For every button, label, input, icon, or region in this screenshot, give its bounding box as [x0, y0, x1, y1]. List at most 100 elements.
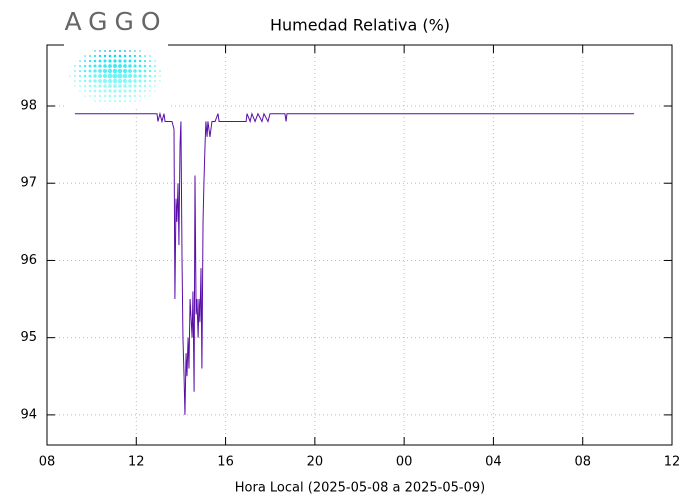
logo-dot	[133, 79, 137, 83]
logo-dot	[89, 95, 91, 97]
logo-dot	[88, 64, 92, 68]
plot-frame	[46, 44, 673, 446]
logo-dot	[114, 100, 116, 102]
logo-dot	[93, 54, 97, 58]
logo-dot	[98, 54, 102, 58]
logo-dot	[93, 74, 97, 78]
logo-dot	[93, 64, 97, 68]
logo-dot	[119, 50, 121, 52]
logo-dot	[113, 89, 117, 93]
logo-dot	[159, 80, 161, 82]
logo-dot	[143, 59, 147, 63]
logo-dot	[128, 79, 132, 83]
logo-dot	[79, 60, 81, 62]
logo-dot	[133, 54, 137, 58]
logo-dot	[84, 60, 86, 62]
logo-dot	[98, 79, 102, 83]
logo-dot	[113, 84, 117, 88]
logo-dot	[78, 79, 82, 83]
logo-dot	[83, 69, 87, 73]
logo-dot	[98, 74, 102, 78]
logo-dot	[109, 50, 111, 52]
logo-dot	[93, 84, 97, 88]
logo-dot	[112, 78, 118, 84]
logo-dot	[104, 50, 106, 52]
logo-dot	[79, 65, 81, 67]
logo-dot	[98, 89, 102, 93]
logo-dot	[107, 68, 113, 74]
logo-dot	[123, 54, 127, 58]
logo-dot	[117, 68, 123, 74]
logo-dot	[154, 90, 156, 92]
logo-dot	[108, 84, 112, 88]
logo-dot	[104, 100, 106, 102]
logo-dot	[144, 95, 146, 97]
logo-dot	[123, 89, 127, 93]
logo-dot	[133, 94, 137, 98]
logo-dot	[78, 69, 82, 73]
logo-dot	[118, 54, 122, 58]
logo-dot	[143, 69, 147, 73]
y-tick-label: 94	[20, 407, 37, 422]
logo-dot	[123, 94, 127, 98]
logo-dot	[149, 95, 151, 97]
logo-dot	[114, 50, 116, 52]
logo-dot	[79, 90, 81, 92]
logo-dot	[128, 54, 132, 58]
logo-dot	[143, 64, 147, 68]
logo-dot	[103, 54, 107, 58]
x-tick-label: 00	[396, 455, 413, 470]
logo-dot	[139, 100, 141, 102]
logo-dot	[88, 84, 92, 88]
logo-dot	[79, 85, 81, 87]
logo-dot	[122, 73, 128, 79]
logo-dot	[103, 84, 107, 88]
data-line	[74, 111, 635, 415]
logo-dot	[138, 84, 142, 88]
x-tick-label: 08	[574, 455, 591, 470]
logo-dot	[123, 59, 127, 63]
logo-dot	[107, 78, 113, 84]
logo-dot	[88, 74, 92, 78]
logo-dot	[89, 55, 91, 57]
logo-dot	[74, 80, 76, 82]
logo-dot	[103, 59, 107, 63]
logo-dot	[83, 84, 87, 88]
logo-dot	[69, 75, 71, 77]
logo-dot	[154, 60, 156, 62]
logo-dot	[159, 75, 161, 77]
logo-dot	[133, 69, 137, 73]
logo-dot	[113, 59, 117, 63]
logo-dot	[154, 65, 156, 67]
logo-sphere	[69, 50, 161, 102]
logo-dot	[118, 84, 122, 88]
logo-dot	[118, 59, 122, 63]
logo-dot	[84, 95, 86, 97]
logo-dot	[98, 69, 102, 73]
logo-dot	[108, 54, 112, 58]
logo-dot	[112, 73, 118, 79]
logo-dot	[129, 50, 131, 52]
logo-dot	[138, 69, 142, 73]
logo-dot	[124, 100, 126, 102]
logo-dot	[154, 75, 156, 77]
logo-dot	[149, 60, 151, 62]
logo-dot	[139, 55, 141, 57]
x-tick-label: 08	[39, 455, 56, 470]
logo-dot	[144, 55, 146, 57]
logo-dot	[88, 69, 92, 73]
logo-dot	[134, 50, 136, 52]
logo-dot	[113, 54, 117, 58]
logo-dot	[88, 89, 92, 93]
logo-dot	[143, 74, 147, 78]
logo-dot	[128, 84, 132, 88]
logo-dot	[133, 74, 137, 78]
logo-dot	[123, 84, 127, 88]
logo-dot	[139, 50, 141, 52]
logo-dot	[102, 68, 108, 74]
y-tick-label: 98	[20, 99, 37, 114]
logo-dot	[93, 69, 97, 73]
logo-dot	[122, 78, 128, 84]
logo-dot	[128, 94, 132, 98]
logo-dot	[103, 94, 107, 98]
